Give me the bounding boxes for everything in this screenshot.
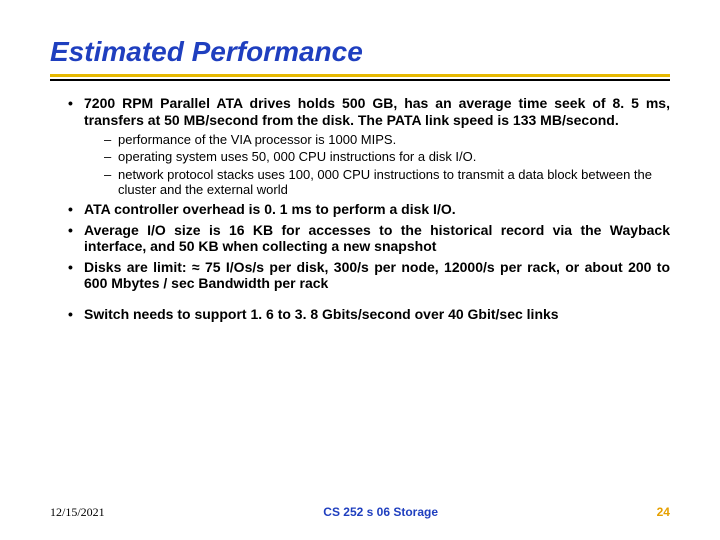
bullet-list: 7200 RPM Parallel ATA drives holds 500 G… [50, 95, 670, 292]
divider-gold [50, 74, 670, 77]
footer-page-number: 24 [657, 505, 670, 519]
sub-bullet-item: network protocol stacks uses 100, 000 CP… [104, 167, 670, 198]
bullet-item: ATA controller overhead is 0. 1 ms to pe… [68, 201, 670, 218]
bullet-item: Average I/O size is 16 KB for accesses t… [68, 222, 670, 255]
bullet-list: Switch needs to support 1. 6 to 3. 8 Gbi… [50, 306, 670, 323]
footer-course: CS 252 s 06 Storage [323, 505, 438, 519]
bullet-text: 7200 RPM Parallel ATA drives holds 500 G… [84, 95, 670, 128]
slide-content: 7200 RPM Parallel ATA drives holds 500 G… [50, 95, 670, 322]
spacer [50, 296, 670, 306]
slide-footer: 12/15/2021 CS 252 s 06 Storage 24 [50, 505, 670, 520]
footer-date: 12/15/2021 [50, 505, 105, 520]
sub-bullet-list: performance of the VIA processor is 1000… [84, 132, 670, 197]
sub-bullet-item: operating system uses 50, 000 CPU instru… [104, 149, 670, 164]
sub-bullet-item: performance of the VIA processor is 1000… [104, 132, 670, 147]
slide-title: Estimated Performance [50, 36, 670, 68]
bullet-item: 7200 RPM Parallel ATA drives holds 500 G… [68, 95, 670, 197]
bullet-item: Disks are limit: ≈ 75 I/Os/s per disk, 3… [68, 259, 670, 292]
bullet-item: Switch needs to support 1. 6 to 3. 8 Gbi… [68, 306, 670, 323]
divider-black [50, 79, 670, 81]
slide-container: Estimated Performance 7200 RPM Parallel … [0, 0, 720, 540]
